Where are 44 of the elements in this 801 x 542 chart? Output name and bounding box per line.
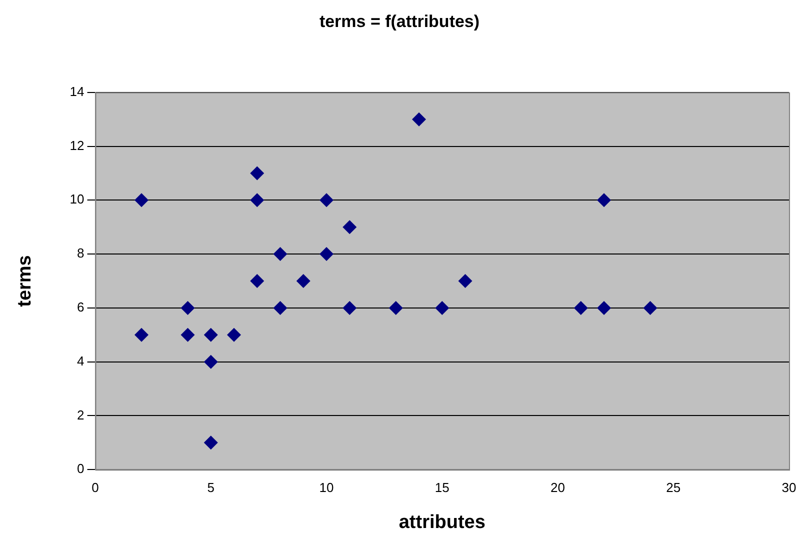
- point: [227, 328, 242, 342]
- chart-title: terms = f(attributes): [319, 12, 480, 31]
- x-tick-label: 0: [92, 480, 99, 495]
- point: [597, 193, 612, 208]
- point: [204, 328, 218, 342]
- x-tick-label: 10: [319, 480, 334, 495]
- point: [273, 247, 288, 262]
- y-tick-label: 0: [77, 461, 84, 476]
- x-tick-label: 20: [550, 480, 565, 495]
- point: [204, 354, 218, 369]
- point: [296, 274, 310, 288]
- y-tick-label: 12: [70, 138, 84, 153]
- point: [250, 274, 264, 288]
- y-axis-title: terms: [14, 255, 36, 307]
- point: [412, 112, 426, 126]
- point: [574, 300, 588, 315]
- y-tick-label: 2: [77, 407, 84, 422]
- point: [458, 274, 472, 288]
- point: [180, 300, 195, 315]
- y-tick-label: 6: [77, 300, 84, 315]
- x-axis-title: attributes: [398, 512, 486, 533]
- point: [643, 300, 658, 315]
- y-tick-label: 14: [70, 84, 84, 99]
- point: [388, 300, 403, 315]
- y-tick-label: 8: [77, 246, 84, 261]
- x-tick-label: 15: [434, 480, 450, 495]
- point: [134, 328, 149, 342]
- point: [320, 247, 334, 262]
- x-tick-label: 30: [782, 480, 796, 495]
- point: [273, 300, 288, 315]
- point: [342, 220, 357, 234]
- point: [204, 436, 218, 450]
- y-tick-label: 10: [70, 192, 84, 207]
- point: [435, 300, 450, 315]
- point: [134, 193, 149, 208]
- point: [250, 193, 264, 208]
- point: [597, 300, 612, 315]
- y-tick-label: 4: [77, 353, 84, 368]
- x-tick-label: 5: [207, 480, 214, 495]
- point: [250, 166, 264, 180]
- point: [180, 328, 195, 342]
- point: [342, 300, 357, 315]
- point: [320, 193, 334, 208]
- x-tick-label: 25: [666, 480, 681, 495]
